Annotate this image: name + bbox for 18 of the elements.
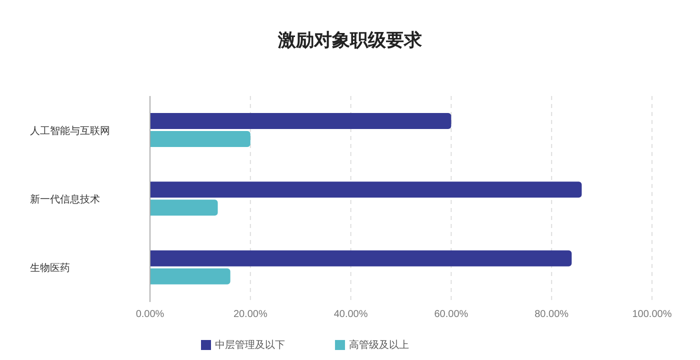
y-tick-label: 生物医药 bbox=[30, 262, 70, 274]
bar bbox=[150, 113, 452, 129]
bar bbox=[150, 182, 582, 198]
y-tick-label: 人工智能与互联网 bbox=[30, 124, 110, 137]
bar bbox=[150, 250, 572, 266]
bar bbox=[150, 268, 230, 284]
x-tick-label: 80.00% bbox=[534, 309, 569, 320]
legend-label: 中层管理及以下 bbox=[215, 340, 285, 351]
x-tick-label: 0.00% bbox=[136, 309, 164, 320]
x-tick-label: 40.00% bbox=[334, 309, 368, 320]
x-tick-label: 100.00% bbox=[632, 309, 672, 320]
legend-label: 高管级及以上 bbox=[349, 340, 409, 351]
x-tick-label: 60.00% bbox=[434, 309, 468, 320]
bar bbox=[150, 200, 218, 216]
x-tick-label: 20.00% bbox=[233, 309, 268, 320]
y-tick-label: 新一代信息技术 bbox=[30, 194, 100, 206]
bar bbox=[150, 131, 250, 147]
chart-title: 激励对象职级要求 bbox=[276, 29, 423, 52]
